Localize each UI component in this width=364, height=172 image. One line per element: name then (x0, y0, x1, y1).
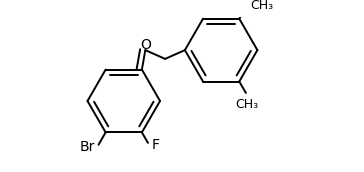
Text: CH₃: CH₃ (236, 98, 258, 111)
Text: F: F (152, 138, 160, 152)
Text: O: O (140, 38, 151, 52)
Text: CH₃: CH₃ (251, 0, 274, 12)
Text: Br: Br (79, 139, 95, 154)
